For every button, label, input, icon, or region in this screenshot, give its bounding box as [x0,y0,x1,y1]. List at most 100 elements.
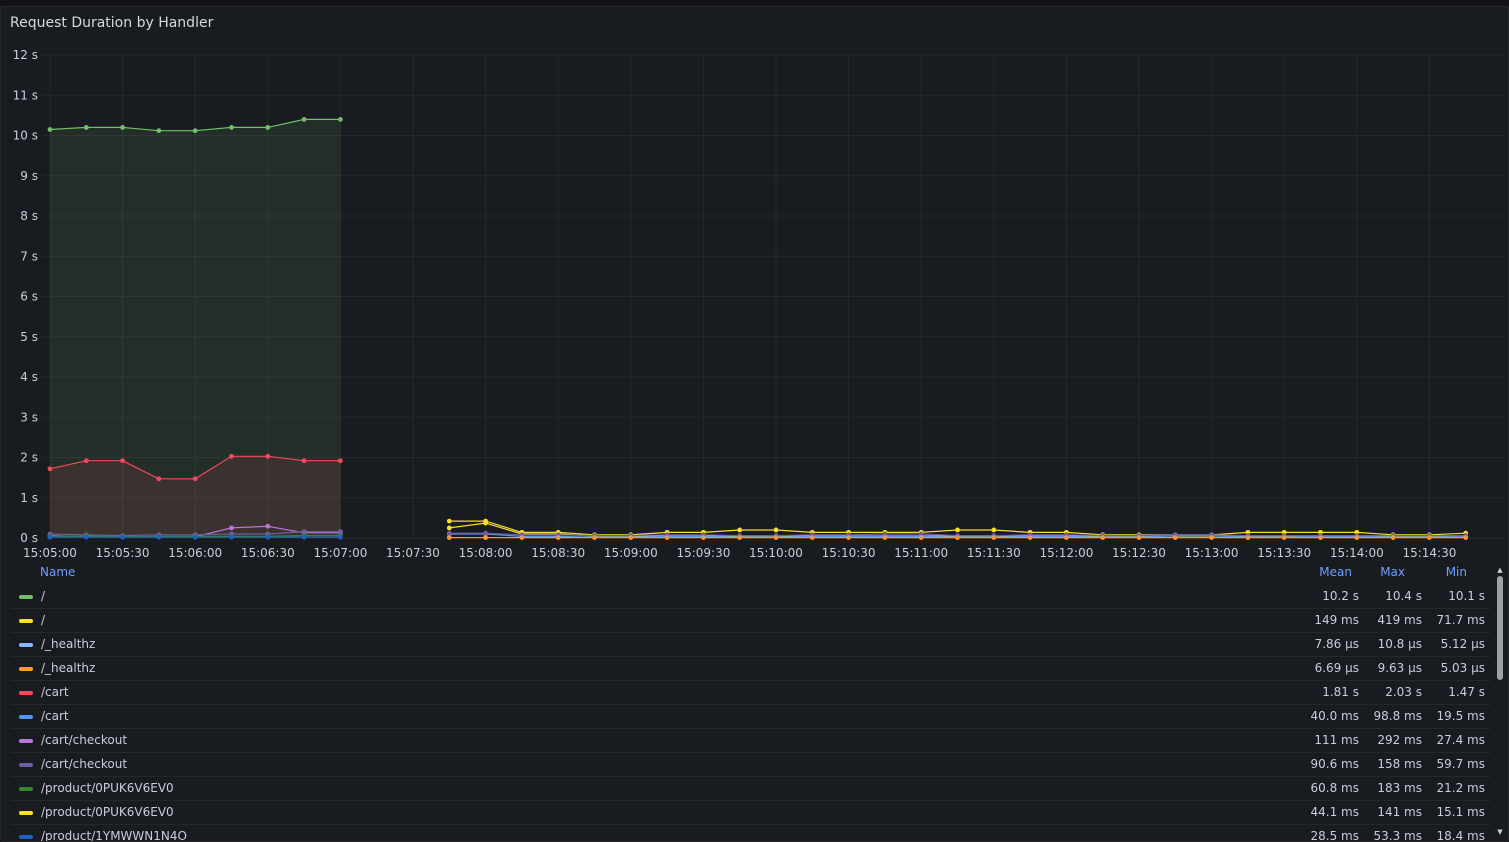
data-point [1027,535,1033,540]
legend-name[interactable]: /cart [41,685,69,699]
data-point [192,476,198,482]
legend-scrollbar[interactable]: ▲ ▼ [1496,566,1504,836]
legend-name[interactable]: /cart/checkout [41,733,128,747]
legend-min: 59.7 ms [1436,757,1485,771]
legend-row[interactable]: / 10.2 s 10.4 s 10.1 s [11,585,1491,609]
legend-min: 19.5 ms [1436,709,1485,723]
legend-row[interactable]: /cart/checkout 90.6 ms 158 ms 59.7 ms [11,753,1491,777]
legend-max: 10.4 s [1385,589,1422,603]
x-tick-label: 15:11:30 [967,546,1021,560]
legend-header-name[interactable]: Name [40,565,76,579]
series-color-swatch[interactable] [19,643,33,647]
data-point [446,535,452,540]
legend-name[interactable]: / [41,613,46,627]
scroll-down-arrow-icon[interactable]: ▼ [1497,828,1503,836]
data-point [83,458,89,464]
data-point [301,458,307,464]
series-color-swatch[interactable] [19,619,33,623]
data-point [120,458,125,464]
data-point [83,534,89,540]
y-tick-label: 12 s [13,48,38,62]
legend-name[interactable]: /cart [41,709,69,723]
series-color-swatch[interactable] [19,715,33,719]
legend-header-mean[interactable]: Mean [1319,565,1352,579]
scroll-up-arrow-icon[interactable]: ▲ [1497,566,1503,574]
y-tick-label: 5 s [20,330,38,344]
legend-name[interactable]: /product/0PUK6V6EV0 [41,781,174,795]
legend-name[interactable]: /product/1YMWWN1N4O [41,829,187,841]
legend-row[interactable]: /product/1YMWWN1N4O 28.5 ms 53.3 ms 18.4 ms [11,825,1491,841]
legend-mean: 1.81 s [1322,685,1359,699]
data-point [1354,535,1360,540]
data-point [882,535,888,540]
legend-name[interactable]: /_healthz [41,637,96,651]
legend-header-max[interactable]: Max [1380,565,1405,579]
scroll-thumb[interactable] [1497,576,1503,680]
series-color-swatch[interactable] [19,763,33,767]
legend-name[interactable]: /product/0PUK6V6EV0 [41,805,174,819]
data-point [338,458,343,464]
data-point [555,535,561,540]
legend-row[interactable]: /cart/checkout 111 ms 292 ms 27.4 ms [11,729,1491,753]
legend-max: 98.8 ms [1373,709,1422,723]
data-point [991,527,997,533]
data-point [483,535,488,540]
series-color-swatch[interactable] [19,667,33,671]
legend-row[interactable]: /_healthz 7.86 µs 10.8 µs 5.12 µs [11,633,1491,657]
series-color-swatch[interactable] [19,691,33,695]
legend-min: 1.47 s [1448,685,1485,699]
data-point [1064,535,1069,540]
data-point [265,523,271,529]
x-tick-label: 15:11:00 [894,546,948,560]
data-point [628,535,634,540]
legend-row[interactable]: /product/0PUK6V6EV0 60.8 ms 183 ms 21.2 ms [11,777,1491,801]
x-tick-label: 15:06:30 [241,546,295,560]
legend-name[interactable]: /cart/checkout [41,757,128,771]
legend-name[interactable]: /_healthz [41,661,96,675]
x-tick-label: 15:06:00 [168,546,222,560]
legend-mean: 60.8 ms [1310,781,1359,795]
legend-max: 292 ms [1377,733,1422,747]
data-point [1463,535,1469,540]
series-color-swatch[interactable] [19,811,33,815]
y-tick-label: 3 s [20,410,38,424]
data-point [701,535,706,540]
y-tick-label: 7 s [20,249,38,263]
legend-table: Name Mean Max Min / 10.2 s 10.4 s 10.1 s / 14… [1,563,1508,841]
legend-min: 18.4 ms [1436,829,1485,841]
legend-max: 158 ms [1377,757,1422,771]
data-point [446,525,452,531]
data-point [882,531,888,537]
x-tick-label: 15:09:30 [676,546,730,560]
series-color-swatch[interactable] [19,739,33,743]
data-point [229,125,234,130]
series-color-swatch[interactable] [19,835,33,839]
data-point [918,531,924,537]
legend-mean: 111 ms [1314,733,1359,747]
legend-row[interactable]: /cart 1.81 s 2.03 s 1.47 s [11,681,1491,705]
legend-row[interactable]: /_healthz 6.69 µs 9.63 µs 5.03 µs [11,657,1491,681]
chart-panel: Request Duration by Handler 0 s 1 s 2 s 3 s… [0,6,1509,842]
panel-title[interactable]: Request Duration by Handler [10,15,214,31]
series-color-swatch[interactable] [19,595,33,599]
legend-mean: 40.0 ms [1310,709,1359,723]
y-tick-label: 0 s [20,531,38,545]
x-tick-label: 15:05:30 [96,546,150,560]
legend-mean: 44.1 ms [1310,805,1359,819]
legend-name[interactable]: / [41,589,46,603]
data-point [1281,535,1287,540]
time-series-chart[interactable]: 0 s 1 s 2 s 3 s 4 s 5 s 6 s 7 s 8 s 9 s 10 s 11 s 12… [1,7,1508,563]
legend-row[interactable]: /product/0PUK6V6EV0 44.1 ms 141 ms 15.1 ms [11,801,1491,825]
data-point [1100,535,1106,540]
x-tick-label: 15:09:00 [604,546,658,560]
data-point [737,535,743,540]
data-point [265,125,271,130]
series-color-swatch[interactable] [19,787,33,791]
legend-row[interactable]: /cart 40.0 ms 98.8 ms 19.5 ms [11,705,1491,729]
data-point [156,476,162,482]
data-point [846,535,851,540]
data-point [664,535,670,540]
legend-min: 27.4 ms [1436,733,1485,747]
legend-header-min[interactable]: Min [1445,565,1467,579]
legend-row[interactable]: / 149 ms 419 ms 71.7 ms [11,609,1491,633]
